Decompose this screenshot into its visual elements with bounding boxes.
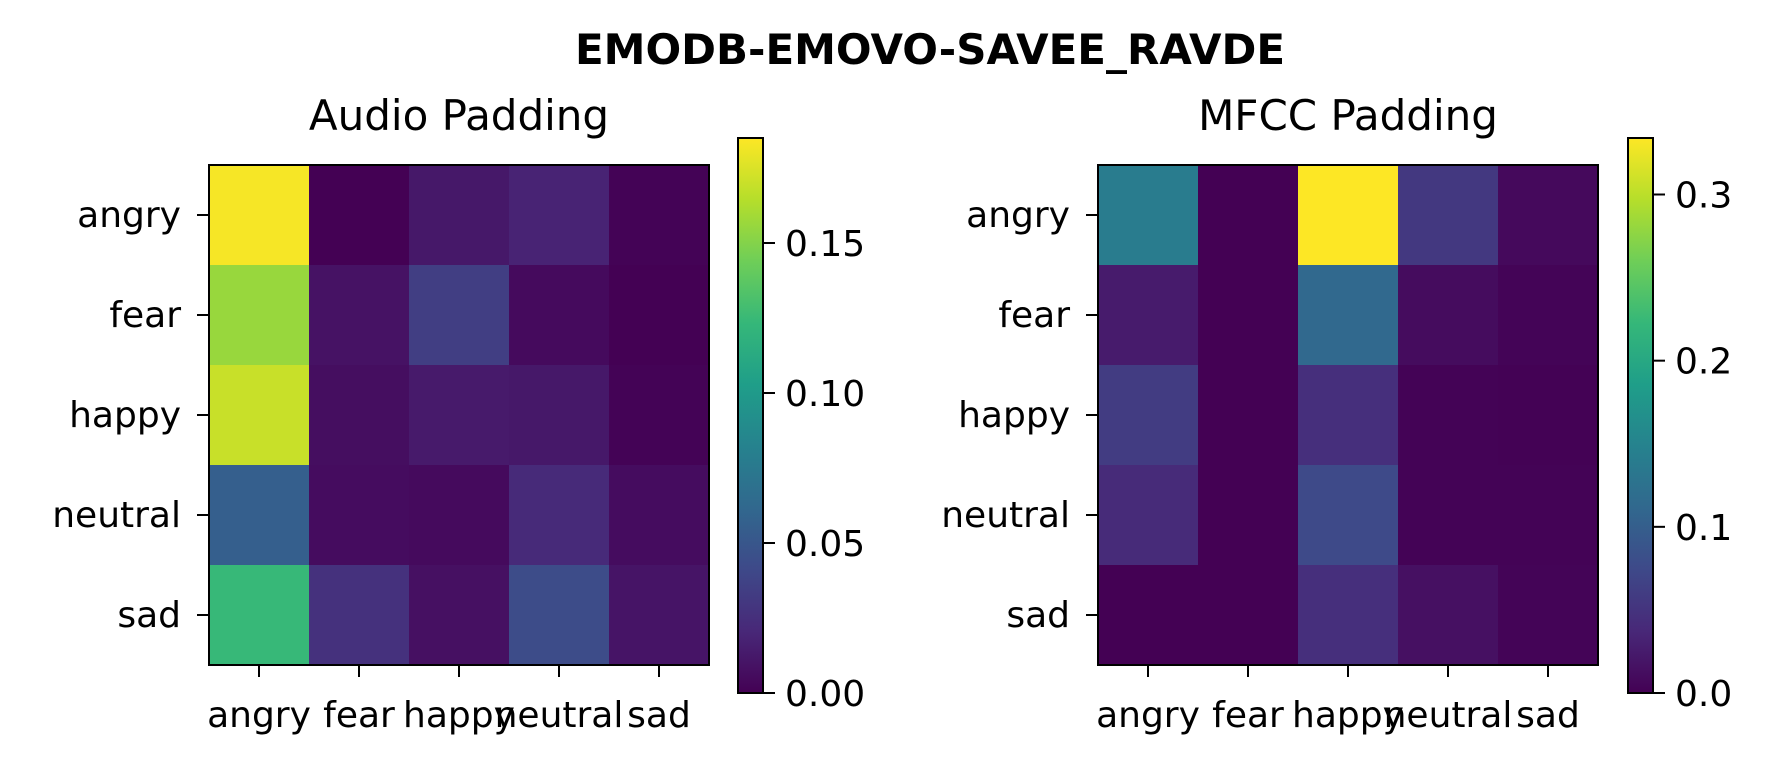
heatmap-cell-neutral-happy	[1298, 465, 1399, 566]
heatmap-cell-happy-happy	[1298, 365, 1399, 466]
heatmap-cell-happy-fear	[1198, 365, 1299, 466]
x-tick-label-fear: fear	[1212, 695, 1284, 736]
heatmap-cell-fear-fear	[309, 265, 410, 366]
heatmap-cell-happy-angry	[209, 365, 310, 466]
heatmap-cell-angry-neutral	[1398, 165, 1499, 266]
colorbar-tick-label: 0.0	[1675, 674, 1732, 715]
heatmap-cell-angry-happy	[409, 165, 510, 266]
heatmap-cell-angry-angry	[1098, 165, 1199, 266]
x-tick-label-fear: fear	[323, 695, 395, 736]
heatmap-cell-neutral-fear	[309, 465, 410, 566]
heatmap-cell-happy-happy	[409, 365, 510, 466]
heatmap-panel-audio-padding: Audio Paddingangryfearhappyneutralsadang…	[52, 91, 865, 736]
heatmap-cell-fear-fear	[1198, 265, 1299, 366]
heatmap-cell-sad-happy	[1298, 565, 1399, 666]
heatmap-cell-angry-fear	[1198, 165, 1299, 266]
colorbar-tick-label: 0.00	[785, 674, 865, 715]
x-tick-label-neutral: neutral	[1384, 695, 1513, 736]
heatmap-cell-fear-happy	[1298, 265, 1399, 366]
x-tick-label-sad: sad	[627, 695, 691, 736]
heatmap-cell-fear-sad	[1498, 265, 1599, 366]
heatmap-cell-neutral-angry	[1098, 465, 1199, 566]
colorbar	[1627, 137, 1654, 694]
heatmap-cell-angry-neutral	[509, 165, 610, 266]
heatmap-cell-angry-angry	[209, 165, 310, 266]
colorbar-tick-label: 0.10	[785, 374, 865, 415]
y-tick-label-happy: happy	[958, 395, 1070, 436]
y-tick-label-angry: angry	[77, 195, 181, 236]
figure-suptitle: EMODB-EMOVO-SAVEE_RAVDE	[575, 25, 1285, 74]
heatmap-cell-neutral-sad	[1498, 465, 1599, 566]
x-tick-label-happy: happy	[1292, 695, 1404, 736]
heatmap-cell-neutral-neutral	[1398, 465, 1499, 566]
heatmap-cell-happy-neutral	[1398, 365, 1499, 466]
y-tick-label-fear: fear	[998, 295, 1070, 336]
heatmap-cell-happy-fear	[309, 365, 410, 466]
heatmap-cell-fear-angry	[209, 265, 310, 366]
chart-title: MFCC Padding	[1198, 91, 1498, 140]
colorbar-tick-label: 0.2	[1675, 342, 1732, 383]
heatmap-cell-sad-neutral	[509, 565, 610, 666]
heatmap-cell-fear-neutral	[1398, 265, 1499, 366]
x-tick-label-neutral: neutral	[495, 695, 624, 736]
colorbar-tick-label: 0.15	[785, 224, 865, 265]
heatmap-cell-happy-sad	[609, 365, 710, 466]
x-tick-label-angry: angry	[207, 695, 311, 736]
heatmap-cell-happy-angry	[1098, 365, 1199, 466]
chart-title: Audio Padding	[309, 91, 609, 140]
y-tick-label-fear: fear	[109, 295, 181, 336]
heatmap-cell-sad-angry	[1098, 565, 1199, 666]
heatmap-cell-happy-sad	[1498, 365, 1599, 466]
colorbar	[737, 137, 764, 694]
y-tick-label-happy: happy	[69, 395, 181, 436]
y-tick-label-sad: sad	[117, 595, 181, 636]
y-tick-label-neutral: neutral	[52, 495, 181, 536]
colorbar-tick-label: 0.1	[1675, 508, 1732, 549]
heatmap-cell-sad-happy	[409, 565, 510, 666]
heatmap-cell-angry-fear	[309, 165, 410, 266]
heatmap-cell-neutral-sad	[609, 465, 710, 566]
heatmap-cell-angry-happy	[1298, 165, 1399, 266]
colorbar-tick-label: 0.3	[1675, 175, 1732, 216]
heatmap-cell-sad-angry	[209, 565, 310, 666]
heatmap-cell-sad-neutral	[1398, 565, 1499, 666]
heatmap-cell-fear-happy	[409, 265, 510, 366]
y-tick-label-sad: sad	[1006, 595, 1070, 636]
heatmap-cell-neutral-happy	[409, 465, 510, 566]
heatmap-cell-fear-angry	[1098, 265, 1199, 366]
heatmap-cell-sad-sad	[1498, 565, 1599, 666]
x-tick-label-happy: happy	[403, 695, 515, 736]
heatmap-cell-sad-sad	[609, 565, 710, 666]
heatmap-cell-sad-fear	[1198, 565, 1299, 666]
y-tick-label-neutral: neutral	[941, 495, 1070, 536]
heatmap-cell-fear-neutral	[509, 265, 610, 366]
heatmap-cell-fear-sad	[609, 265, 710, 366]
heatmap-panel-mfcc-padding: MFCC Paddingangryfearhappyneutralsadangr…	[941, 91, 1732, 736]
heatmap-cell-neutral-neutral	[509, 465, 610, 566]
heatmap-cell-happy-neutral	[509, 365, 610, 466]
x-tick-label-angry: angry	[1096, 695, 1200, 736]
x-tick-label-sad: sad	[1516, 695, 1580, 736]
heatmap-cell-angry-sad	[609, 165, 710, 266]
y-tick-label-angry: angry	[966, 195, 1070, 236]
heatmap-cell-sad-fear	[309, 565, 410, 666]
heatmap-cell-angry-sad	[1498, 165, 1599, 266]
heatmap-cell-neutral-fear	[1198, 465, 1299, 566]
colorbar-tick-label: 0.05	[785, 524, 865, 565]
heatmap-cell-neutral-angry	[209, 465, 310, 566]
